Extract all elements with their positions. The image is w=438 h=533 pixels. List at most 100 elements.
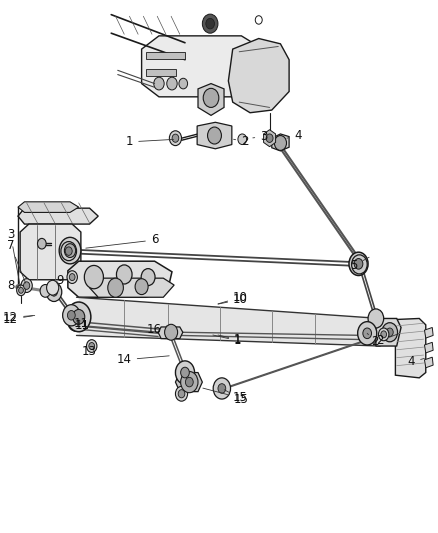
Circle shape xyxy=(218,384,226,393)
Circle shape xyxy=(50,288,57,296)
Polygon shape xyxy=(141,36,263,97)
Circle shape xyxy=(352,255,367,274)
Circle shape xyxy=(87,340,97,352)
Circle shape xyxy=(381,331,387,338)
Circle shape xyxy=(378,328,389,341)
Circle shape xyxy=(238,134,247,144)
Polygon shape xyxy=(264,130,276,147)
Circle shape xyxy=(382,322,398,342)
Circle shape xyxy=(64,244,76,257)
Polygon shape xyxy=(146,52,185,59)
Circle shape xyxy=(178,390,185,398)
Circle shape xyxy=(67,311,75,320)
Circle shape xyxy=(176,386,187,401)
Polygon shape xyxy=(20,224,81,280)
Polygon shape xyxy=(158,327,183,338)
Polygon shape xyxy=(18,202,79,213)
Circle shape xyxy=(167,77,177,90)
Text: 2: 2 xyxy=(367,333,379,348)
Circle shape xyxy=(255,15,262,24)
Circle shape xyxy=(65,247,72,255)
Circle shape xyxy=(349,252,368,276)
Circle shape xyxy=(386,328,393,336)
Text: 5: 5 xyxy=(350,257,369,272)
Text: 10: 10 xyxy=(218,291,248,304)
Text: 12: 12 xyxy=(3,311,35,324)
Text: 16: 16 xyxy=(146,322,168,336)
Circle shape xyxy=(38,238,46,249)
Circle shape xyxy=(368,309,384,328)
Polygon shape xyxy=(396,318,426,378)
Polygon shape xyxy=(376,318,401,346)
Circle shape xyxy=(206,18,215,29)
Circle shape xyxy=(354,259,363,269)
Polygon shape xyxy=(424,327,433,338)
Circle shape xyxy=(46,282,62,302)
Text: 4: 4 xyxy=(287,128,301,141)
Circle shape xyxy=(358,321,377,345)
Circle shape xyxy=(202,14,218,33)
Circle shape xyxy=(176,361,194,384)
Circle shape xyxy=(63,305,80,326)
Text: 2: 2 xyxy=(233,135,249,148)
Polygon shape xyxy=(18,208,98,224)
Circle shape xyxy=(40,285,50,297)
Text: 12: 12 xyxy=(3,313,32,326)
Text: 8: 8 xyxy=(7,279,19,292)
Circle shape xyxy=(85,265,103,289)
Circle shape xyxy=(59,237,81,264)
Circle shape xyxy=(135,279,148,295)
Text: 11: 11 xyxy=(74,317,88,330)
Circle shape xyxy=(172,134,179,142)
Circle shape xyxy=(68,312,84,331)
Circle shape xyxy=(266,134,273,142)
Polygon shape xyxy=(176,373,202,392)
Text: 6: 6 xyxy=(86,233,159,248)
Circle shape xyxy=(208,127,222,144)
Circle shape xyxy=(141,269,155,286)
Circle shape xyxy=(203,88,219,108)
Circle shape xyxy=(179,78,187,89)
Text: 1: 1 xyxy=(126,135,173,148)
Circle shape xyxy=(18,287,23,293)
Circle shape xyxy=(154,77,164,90)
Circle shape xyxy=(274,135,286,150)
Text: 3: 3 xyxy=(7,228,21,288)
Circle shape xyxy=(213,378,230,399)
Circle shape xyxy=(67,302,91,332)
Polygon shape xyxy=(424,342,433,353)
Circle shape xyxy=(165,324,178,340)
Text: 11: 11 xyxy=(74,319,89,333)
Circle shape xyxy=(117,265,132,284)
Polygon shape xyxy=(228,38,289,113)
Circle shape xyxy=(108,278,124,297)
Text: 4: 4 xyxy=(408,356,424,368)
Text: 7: 7 xyxy=(7,239,25,283)
Text: 10: 10 xyxy=(218,293,248,306)
Text: 15: 15 xyxy=(203,388,248,405)
Text: 2: 2 xyxy=(377,334,399,347)
Polygon shape xyxy=(198,84,224,115)
Circle shape xyxy=(69,273,75,280)
Text: 15: 15 xyxy=(224,390,249,406)
Polygon shape xyxy=(79,297,380,346)
Text: 1: 1 xyxy=(213,334,242,347)
Circle shape xyxy=(21,279,32,293)
Text: 14: 14 xyxy=(117,353,169,366)
Polygon shape xyxy=(272,134,289,151)
Circle shape xyxy=(363,328,371,338)
Text: 13: 13 xyxy=(82,345,97,358)
Circle shape xyxy=(73,310,85,324)
Circle shape xyxy=(17,285,25,296)
Circle shape xyxy=(180,372,198,393)
Text: 3: 3 xyxy=(253,130,268,143)
Text: 9: 9 xyxy=(56,274,64,287)
Circle shape xyxy=(180,367,189,378)
Polygon shape xyxy=(68,261,172,297)
Circle shape xyxy=(61,241,77,261)
Circle shape xyxy=(46,280,59,295)
Circle shape xyxy=(67,271,78,284)
Circle shape xyxy=(185,377,193,387)
Text: 1: 1 xyxy=(218,333,242,346)
Circle shape xyxy=(89,343,95,350)
